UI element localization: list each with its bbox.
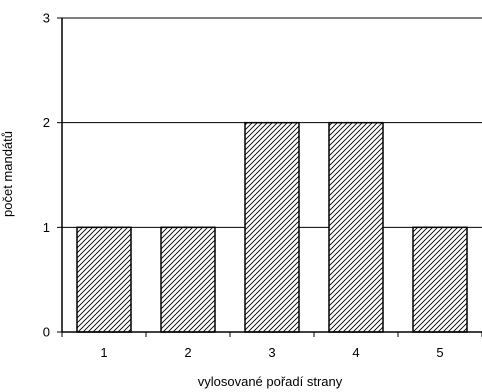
- bar-3: [244, 121, 300, 333]
- bars: [76, 121, 468, 333]
- bar-2: [160, 226, 216, 333]
- y-tick-label-2: 2: [43, 115, 50, 130]
- y-tick-label-0: 0: [43, 325, 50, 340]
- x-tick-label-3: 3: [268, 345, 275, 360]
- bar-4: [328, 121, 384, 333]
- x-tick-labels: 1 2 3 4 5: [100, 345, 443, 360]
- bar-5: [412, 226, 468, 333]
- x-tick-label-2: 2: [184, 345, 191, 360]
- y-tick-labels: 0 1 2 3: [43, 11, 50, 340]
- x-tick-label-1: 1: [100, 345, 107, 360]
- bar-1: [76, 226, 132, 333]
- x-tick-label-4: 4: [352, 345, 359, 360]
- axes: [57, 17, 482, 337]
- y-tick-label-3: 3: [43, 11, 50, 26]
- y-axis-title: počet mandátů: [0, 131, 15, 217]
- y-tick-label-1: 1: [43, 220, 50, 235]
- x-tick-label-5: 5: [436, 345, 443, 360]
- x-axis-title: vylosované pořadí strany: [198, 374, 343, 389]
